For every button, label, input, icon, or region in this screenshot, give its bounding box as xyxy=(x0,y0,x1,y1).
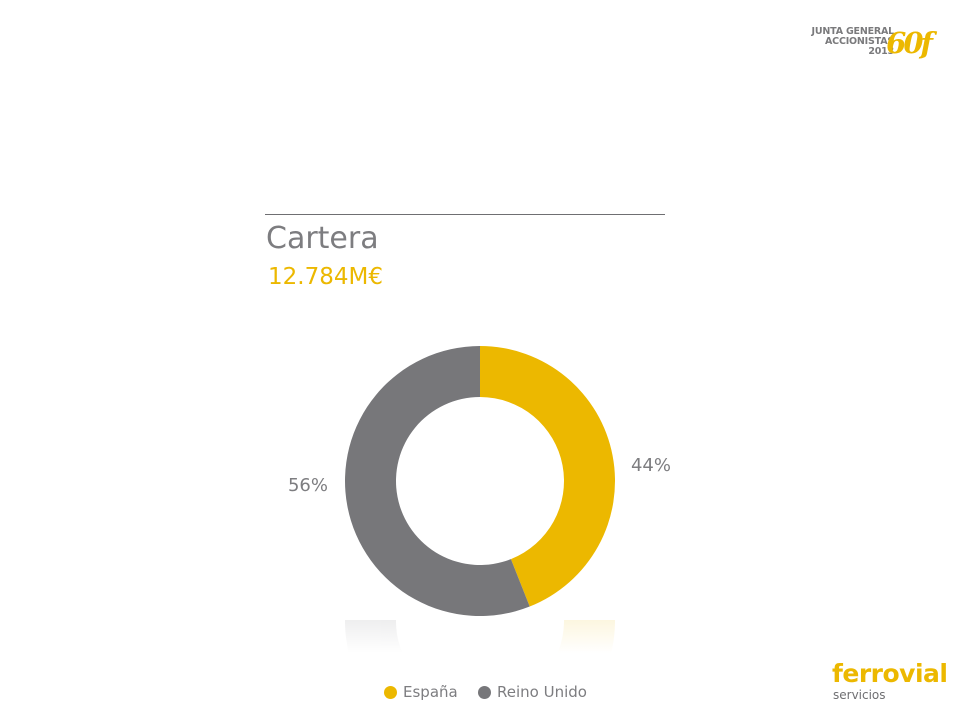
logo-60-mark: 60f xyxy=(886,26,933,60)
legend-swatch-reino-unido xyxy=(478,685,491,699)
logo-line-1: JUNTA GENERAL xyxy=(811,26,895,37)
slice-reino-unido xyxy=(345,346,530,616)
ferrovial-logo: ferrovial servicios xyxy=(832,660,948,708)
logo-line-3: 2013 xyxy=(868,46,894,57)
junta-general-logo: JUNTA GENERAL ACCIONISTAS 2013 60f xyxy=(806,24,936,64)
slice-espana xyxy=(480,346,616,607)
donut-slices xyxy=(345,346,616,616)
slice-label-reino-unido: 56% xyxy=(288,475,328,496)
portfolio-total: 12.784M€ xyxy=(268,264,383,290)
logo-line-2: ACCIONISTAS xyxy=(825,36,894,47)
legend-item-espana: España xyxy=(384,682,458,702)
slide-title: Cartera xyxy=(266,221,379,256)
slice-labels: 44% 56% xyxy=(288,455,671,496)
slice-label-espana: 44% xyxy=(631,455,671,476)
legend-label-reino-unido: Reino Unido xyxy=(497,683,587,701)
chart-reflection xyxy=(300,620,660,680)
legend-item-reino-unido: Reino Unido xyxy=(478,682,587,702)
title-divider xyxy=(265,214,665,215)
ferrovial-subtitle: servicios xyxy=(833,688,886,702)
ferrovial-wordmark: ferrovial xyxy=(832,659,948,688)
legend-swatch-espana xyxy=(384,685,397,699)
legend-label-espana: España xyxy=(403,683,458,701)
